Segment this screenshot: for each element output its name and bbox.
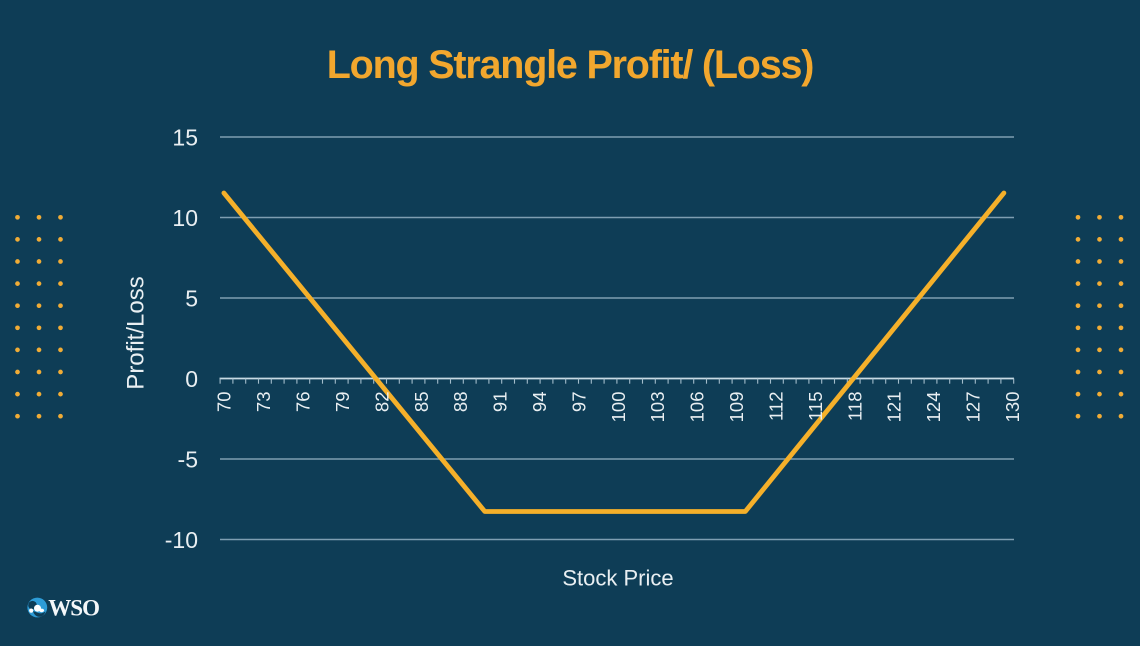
svg-text:88: 88 — [450, 392, 471, 413]
svg-text:76: 76 — [293, 392, 314, 413]
svg-text:112: 112 — [765, 392, 786, 422]
svg-text:91: 91 — [490, 392, 511, 413]
svg-text:109: 109 — [726, 392, 747, 423]
svg-text:94: 94 — [529, 392, 550, 413]
svg-text:Profit/Loss: Profit/Loss — [123, 276, 150, 389]
svg-text:Long Strangle Profit/ (Loss): Long Strangle Profit/ (Loss) — [327, 43, 814, 87]
svg-text:85: 85 — [411, 392, 432, 413]
svg-text:100: 100 — [608, 392, 629, 423]
svg-text:15: 15 — [172, 124, 198, 150]
svg-text:130: 130 — [1002, 392, 1023, 423]
svg-text:121: 121 — [884, 392, 905, 423]
svg-text:70: 70 — [214, 392, 235, 413]
svg-text:127: 127 — [962, 392, 983, 423]
svg-text:118: 118 — [844, 392, 865, 422]
svg-text:115: 115 — [805, 392, 826, 422]
svg-text:WSO: WSO — [48, 596, 99, 621]
svg-text:-5: -5 — [178, 446, 198, 472]
svg-text:0: 0 — [185, 366, 198, 392]
svg-text:73: 73 — [253, 392, 274, 413]
svg-text:124: 124 — [923, 392, 944, 423]
svg-text:79: 79 — [332, 392, 353, 413]
svg-text:106: 106 — [687, 392, 708, 423]
svg-text:103: 103 — [647, 392, 668, 423]
svg-text:82: 82 — [371, 392, 392, 413]
svg-text:10: 10 — [172, 205, 198, 231]
svg-text:-10: -10 — [165, 527, 198, 553]
svg-text:97: 97 — [568, 392, 589, 413]
svg-text:Stock Price: Stock Price — [562, 566, 673, 591]
svg-text:5: 5 — [185, 285, 198, 311]
